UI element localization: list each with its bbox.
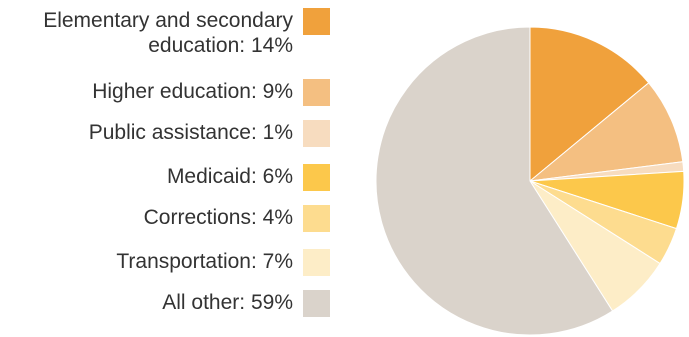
legend-item-higher-education: Higher education: 9% [92, 79, 330, 106]
legend-swatch [303, 79, 330, 106]
legend-label: Medicaid: 6% [166, 165, 293, 188]
legend-item-transportation: Transportation: 7% [116, 249, 330, 276]
legend-label: All other: 59% [162, 291, 293, 314]
legend-swatch [303, 205, 330, 232]
legend-swatch [303, 290, 330, 317]
legend-item-all-other: All other: 59% [162, 290, 330, 317]
pie-slice-all-other [375, 26, 614, 336]
legend-item-elementary-secondary-education: Elementary and secondary education: 14% [0, 8, 330, 58]
legend-label: Corrections: 4% [143, 206, 293, 229]
legend-item-public-assistance: Public assistance: 1% [89, 120, 330, 147]
pie-slice-elementary-secondary [529, 26, 650, 183]
chart-legend: Elementary and secondary education: 14% … [0, 0, 330, 337]
legend-label: Transportation: 7% [116, 250, 293, 273]
legend-item-medicaid: Medicaid: 6% [167, 164, 330, 191]
legend-label: Higher education: 9% [92, 80, 293, 103]
pie-chart [375, 26, 685, 336]
legend-label: Public assistance: 1% [88, 121, 293, 144]
legend-swatch [303, 120, 330, 147]
legend-swatch [303, 249, 330, 276]
pie-slice-higher-education [528, 82, 684, 182]
legend-item-corrections: Corrections: 4% [144, 205, 330, 232]
legend-swatch [303, 8, 330, 35]
legend-swatch [303, 164, 330, 191]
legend-label: Elementary and secondary education: 14% [43, 9, 293, 57]
